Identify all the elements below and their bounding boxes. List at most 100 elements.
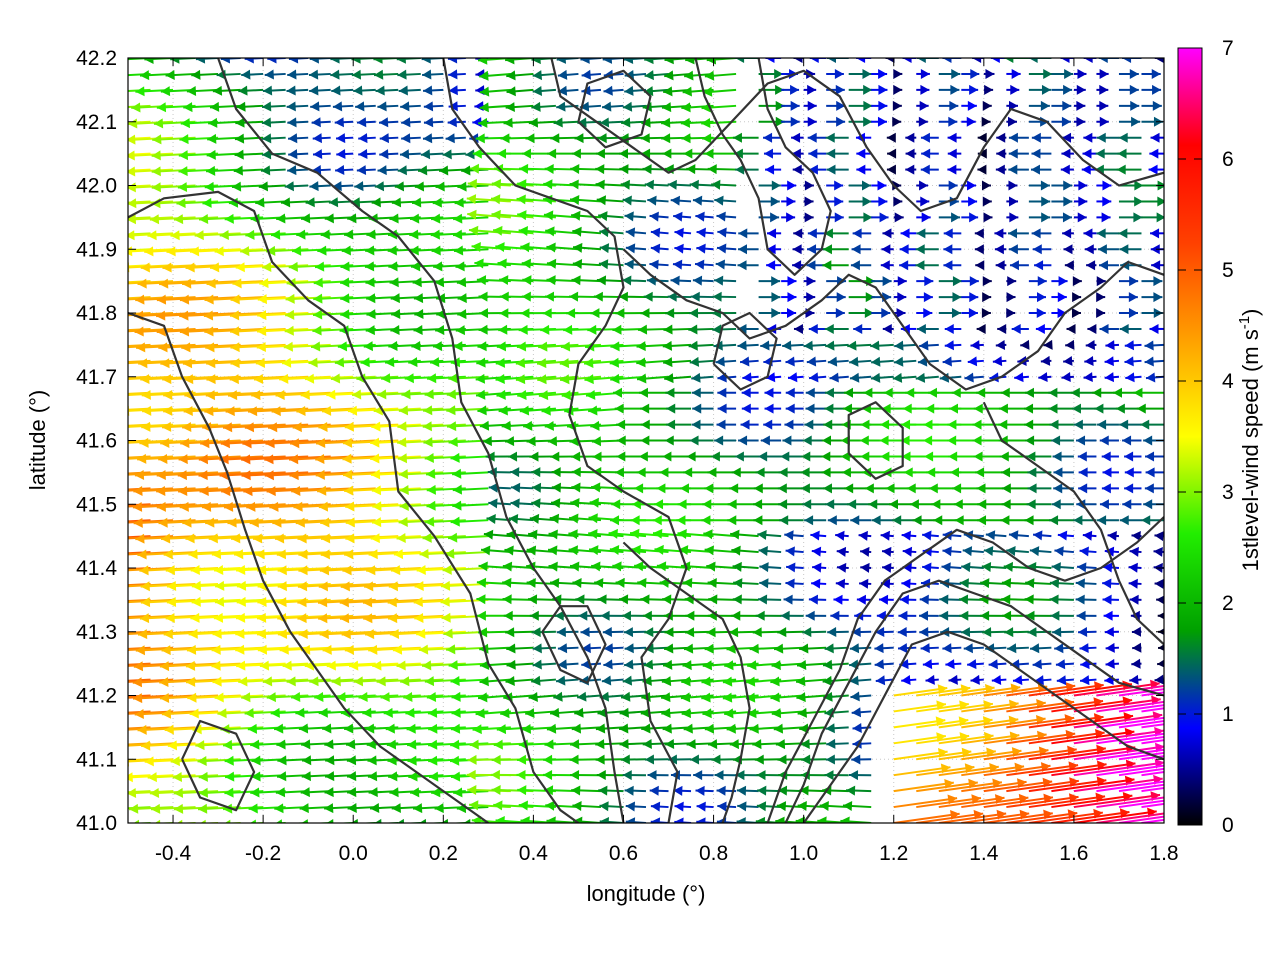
wind-arrow-head: [661, 692, 671, 703]
wind-arrow-head: [112, 725, 121, 735]
wind-arrow-head: [396, 660, 406, 671]
wind-arrow-head: [291, 245, 302, 256]
wind-arrow-head: [286, 101, 296, 112]
wind-arrow-head: [502, 561, 513, 572]
wind-arrow-head: [475, 708, 485, 719]
wind-arrow-head: [330, 69, 340, 80]
wind-arrow-head: [448, 437, 458, 448]
wind-arrow-shaft: [1073, 729, 1164, 745]
wind-arrow-shaft: [938, 686, 995, 697]
wind-arrow-shaft: [128, 551, 151, 555]
wind-arrow-shaft: [1028, 811, 1104, 823]
wind-arrow-head: [859, 435, 869, 446]
wind-arrow-head: [495, 357, 506, 368]
wind-arrow-head: [1004, 58, 1014, 63]
wind-arrow-head: [1017, 356, 1027, 366]
wind-arrow-head: [1041, 84, 1051, 95]
wind-arrow-head: [1061, 148, 1071, 159]
wind-arrow-head: [1009, 196, 1019, 207]
wind-arrow-head: [309, 85, 319, 96]
wind-arrow-head: [650, 243, 661, 254]
wind-arrow-head: [560, 374, 570, 385]
wind-arrow-shaft: [128, 806, 151, 810]
wind-arrow-shaft: [893, 750, 948, 761]
wind-arrow-head: [722, 692, 733, 703]
wind-arrow-head: [481, 545, 491, 556]
wind-arrow-head: [390, 325, 400, 336]
x-tick-label: -0.4: [155, 842, 192, 865]
wind-arrow-head: [105, 214, 114, 224]
wind-arrow-head: [340, 707, 351, 718]
wind-arrow-head: [992, 356, 1003, 367]
wind-arrow-head: [313, 277, 323, 288]
wind-arrow-head: [423, 85, 433, 96]
wind-arrow-head: [488, 498, 498, 509]
wind-arrow-head: [1020, 339, 1030, 350]
wind-arrow-head: [434, 277, 445, 288]
wind-arrow-head: [147, 772, 157, 783]
wind-arrow-shaft: [938, 734, 994, 745]
wind-arrow-head: [376, 676, 386, 687]
wind-arrow-head: [920, 643, 930, 654]
wind-arrow-head: [204, 294, 214, 305]
wind-arrow-head: [537, 374, 547, 385]
wind-arrow-head: [624, 259, 634, 270]
wind-arrow-head: [809, 58, 819, 63]
wind-arrow-head: [133, 819, 140, 823]
wind-arrow-head: [186, 644, 197, 655]
wind-arrow-head: [1041, 212, 1051, 223]
wind-arrow-head: [812, 562, 822, 573]
wind-arrow-head: [821, 451, 831, 462]
wind-arrow-head: [151, 166, 161, 177]
wind-arrow-shaft: [128, 646, 151, 650]
wind-arrow-head: [529, 513, 540, 524]
wind-arrow-head: [517, 179, 527, 190]
wind-arrow-head: [350, 197, 361, 208]
wind-arrow-shaft: [128, 375, 151, 379]
wind-arrow-head: [236, 565, 246, 576]
wind-arrow-head: [212, 85, 223, 96]
wind-arrow-head: [1075, 578, 1085, 589]
wind-arrow-head: [71, 390, 80, 400]
wind-arrow-head: [264, 470, 274, 481]
wind-arrow-head: [559, 358, 570, 369]
wind-arrow-head: [737, 323, 747, 334]
wind-arrow-head: [277, 597, 287, 608]
wind-arrow-head: [204, 406, 214, 417]
wind-arrow-shaft: [137, 726, 196, 732]
wind-arrow-shaft: [128, 89, 129, 91]
wind-arrow-head: [1043, 339, 1053, 350]
colorbar-tick-label: 1: [1222, 703, 1234, 726]
wind-arrow-head: [849, 675, 859, 686]
wind-arrow-head: [257, 294, 268, 305]
wind-arrow-head: [389, 213, 399, 224]
wind-arrow-head: [510, 482, 521, 493]
wind-arrow-head: [298, 565, 308, 576]
wind-arrow-head: [520, 816, 530, 823]
y-tick-label: 41.1: [76, 748, 117, 771]
wind-arrow-shaft: [983, 701, 1046, 713]
wind-arrow-head: [806, 292, 816, 303]
wind-arrow-head: [683, 723, 693, 734]
wind-arrow-head: [1052, 451, 1062, 462]
wind-arrow-head: [712, 324, 722, 335]
wind-arrow-head: [104, 198, 113, 208]
wind-arrow-head: [64, 725, 73, 735]
wind-arrow-head: [149, 787, 160, 798]
wind-arrow-head: [677, 528, 687, 539]
wind-arrow-head: [223, 501, 234, 512]
wind-arrow-head: [1119, 244, 1129, 255]
wind-arrow-head: [786, 308, 796, 318]
wind-arrow-head: [792, 260, 802, 271]
wind-arrow-shaft: [1118, 783, 1164, 793]
wind-arrow-head: [836, 562, 847, 573]
wind-arrow-head: [391, 197, 402, 208]
wind-arrow-head: [634, 483, 644, 494]
wind-arrow-head: [478, 561, 488, 572]
wind-arrow-head: [108, 661, 117, 671]
wind-arrow-head: [250, 787, 260, 798]
wind-arrow-head: [335, 165, 345, 176]
wind-arrow-head: [469, 800, 479, 811]
wind-arrow-shaft: [128, 424, 129, 426]
wind-arrow-head: [441, 612, 451, 623]
